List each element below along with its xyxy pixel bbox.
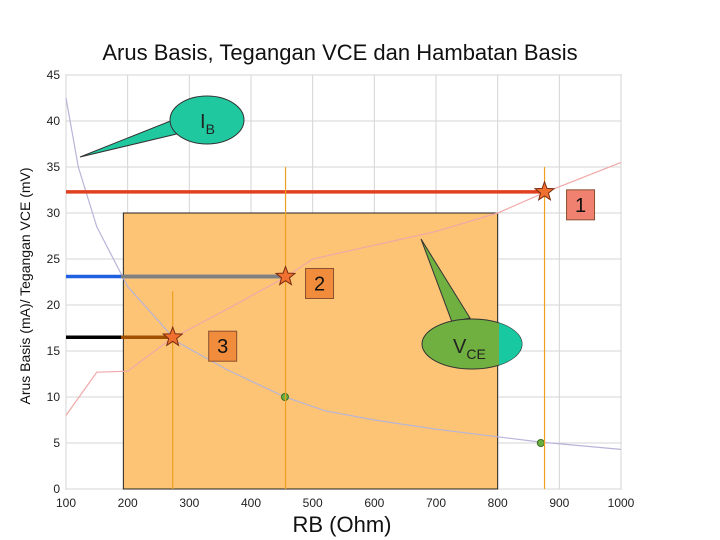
operating-point-dot — [536, 439, 545, 447]
x-tick-label: 100 — [56, 496, 76, 510]
marker-star-1 — [533, 180, 556, 202]
x-tick-label: 200 — [118, 496, 138, 510]
y-tick-label: 30 — [47, 206, 61, 220]
x-tick-label: 900 — [549, 496, 569, 510]
x-tick-label: 700 — [426, 496, 446, 510]
marker-label-box-3 — [208, 330, 238, 362]
series-line-vce — [65, 161, 622, 416]
x-tick-label: 800 — [488, 496, 508, 510]
y-tick-label: 15 — [47, 344, 61, 358]
marker-label-box-2 — [305, 267, 335, 299]
y-tick-label: 20 — [47, 298, 61, 312]
y-tick-label: 5 — [53, 436, 60, 450]
x-tick-label: 300 — [179, 496, 199, 510]
marker-label-3: 3 — [217, 336, 228, 358]
ib-callout-bubble — [169, 95, 245, 145]
x-tick-label: 600 — [364, 496, 384, 510]
chart-title: Arus Basis, Tegangan VCE dan Hambatan Ba… — [102, 40, 577, 65]
y-tick-label: 25 — [47, 252, 61, 266]
vce-callout-accent — [499, 323, 522, 365]
y-axis-label: Arus Basis (mA)/ Tegangan VCE (mV) — [17, 167, 33, 404]
x-tick-label: 500 — [303, 496, 323, 510]
y-tick-label: 45 — [47, 68, 61, 82]
y-tick-label: 0 — [53, 482, 60, 496]
marker-label-box-1 — [566, 189, 596, 221]
y-tick-label: 10 — [47, 390, 61, 404]
operating-point-dot — [280, 393, 289, 401]
marker-label-1: 1 — [575, 195, 586, 217]
marker-label-2: 2 — [314, 273, 325, 295]
marker-star-3 — [161, 325, 184, 347]
y-tick-label: 35 — [47, 160, 61, 174]
x-tick-label: 400 — [241, 496, 261, 510]
y-tick-label: 40 — [47, 114, 61, 128]
marker-star-2 — [274, 265, 297, 286]
x-tick-label: 1000 — [608, 496, 635, 510]
ib-callout-label: IB — [200, 111, 215, 137]
vce-callout-label: VCE — [453, 336, 486, 362]
series-line-ib — [65, 97, 622, 450]
vce-callout-bubble — [421, 318, 523, 370]
x-axis-label: RB (Ohm) — [293, 512, 392, 537]
